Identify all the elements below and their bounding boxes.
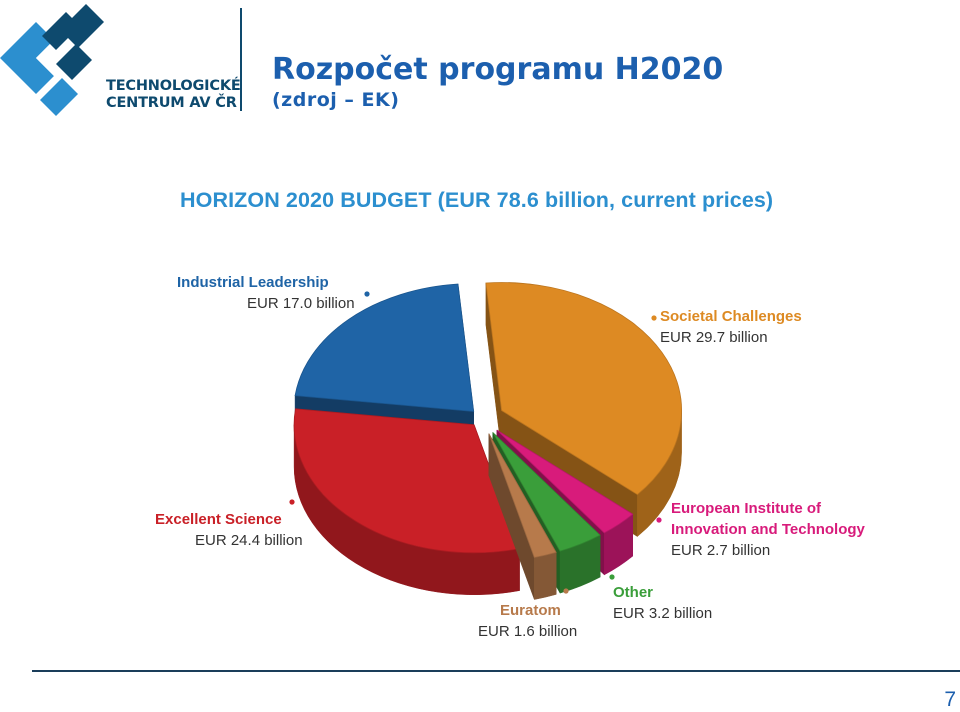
dot-societal-challenges xyxy=(651,315,657,321)
label-excellent-science: Excellent Science EUR 24.4 billion xyxy=(155,509,303,551)
label-name: Industrial Leadership xyxy=(177,274,329,291)
label-eit: European Institute of Innovation and Tec… xyxy=(671,498,865,561)
logo: TECHNOLOGICKÉ CENTRUM AV ČR xyxy=(0,0,250,120)
label-name: Excellent Science xyxy=(155,511,282,528)
logo-mark xyxy=(0,4,104,116)
chart-title: HORIZON 2020 BUDGET (EUR 78.6 billion, c… xyxy=(180,188,774,212)
dot-eit xyxy=(656,517,662,523)
label-name-line2: Innovation and Technology xyxy=(671,521,865,538)
dot-industrial-leadership xyxy=(364,291,370,297)
pie-slice-societal-challenges xyxy=(485,282,682,496)
pie-slice-side-euratom-0 xyxy=(534,552,557,600)
label-value: EUR 3.2 billion xyxy=(613,605,713,622)
label-name: Other xyxy=(613,584,654,601)
dot-euratom xyxy=(563,588,569,594)
pie-slice-euratom xyxy=(488,433,557,558)
pie-slice-excellent-science xyxy=(293,408,521,554)
header-separator xyxy=(240,8,242,111)
label-value: EUR 29.7 billion xyxy=(660,329,768,346)
label-name: Euratom xyxy=(500,602,561,619)
pie-slice-european-institute-of-innovation-and-technology xyxy=(496,429,634,534)
label-value: EUR 1.6 billion xyxy=(478,623,578,640)
label-value: EUR 2.7 billion xyxy=(671,542,771,559)
pie-slice-industrial-leadership xyxy=(294,283,475,412)
label-industrial-leadership: Industrial Leadership EUR 17.0 billion xyxy=(177,272,355,314)
label-name-line1: European Institute of xyxy=(671,500,821,517)
footer-line xyxy=(32,670,960,672)
logo-line2: CENTRUM AV ČR xyxy=(106,95,237,111)
label-name: Societal Challenges xyxy=(660,308,802,325)
pie-slice-other xyxy=(492,432,601,552)
page-title: Rozpočet programu H2020 xyxy=(272,52,724,87)
label-other: Other EUR 3.2 billion xyxy=(613,582,712,624)
label-euratom: Euratom EUR 1.6 billion xyxy=(478,600,577,642)
page-number: 7 xyxy=(944,688,956,711)
page-subtitle: (zdroj – EK) xyxy=(272,89,400,111)
logo-line1: TECHNOLOGICKÉ xyxy=(106,78,241,94)
label-value: EUR 17.0 billion xyxy=(247,295,355,312)
label-value: EUR 24.4 billion xyxy=(195,532,303,549)
dot-excellent-science xyxy=(289,499,295,505)
logo-text: TECHNOLOGICKÉ CENTRUM AV ČR xyxy=(106,78,241,112)
dot-other xyxy=(609,574,615,580)
label-societal-challenges: Societal Challenges EUR 29.7 billion xyxy=(660,306,802,348)
